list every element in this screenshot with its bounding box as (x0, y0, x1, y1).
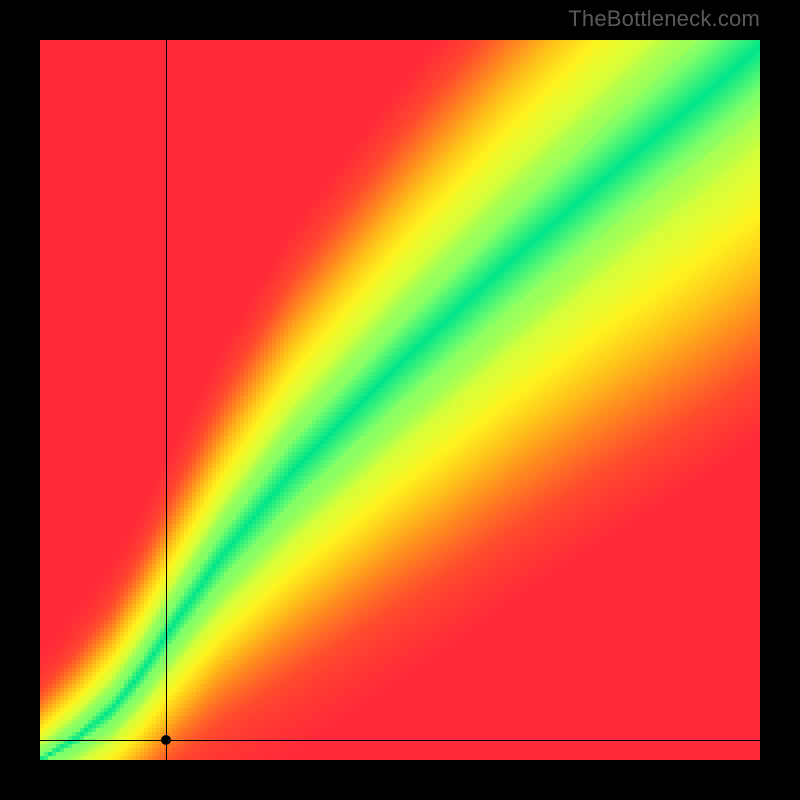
chart-container: TheBottleneck.com (0, 0, 800, 800)
marker-dot (161, 735, 171, 745)
plot-area (40, 40, 760, 760)
watermark: TheBottleneck.com (568, 6, 760, 32)
crosshair-horizontal (40, 740, 760, 741)
heatmap-canvas (40, 40, 760, 760)
crosshair-vertical (166, 40, 167, 760)
